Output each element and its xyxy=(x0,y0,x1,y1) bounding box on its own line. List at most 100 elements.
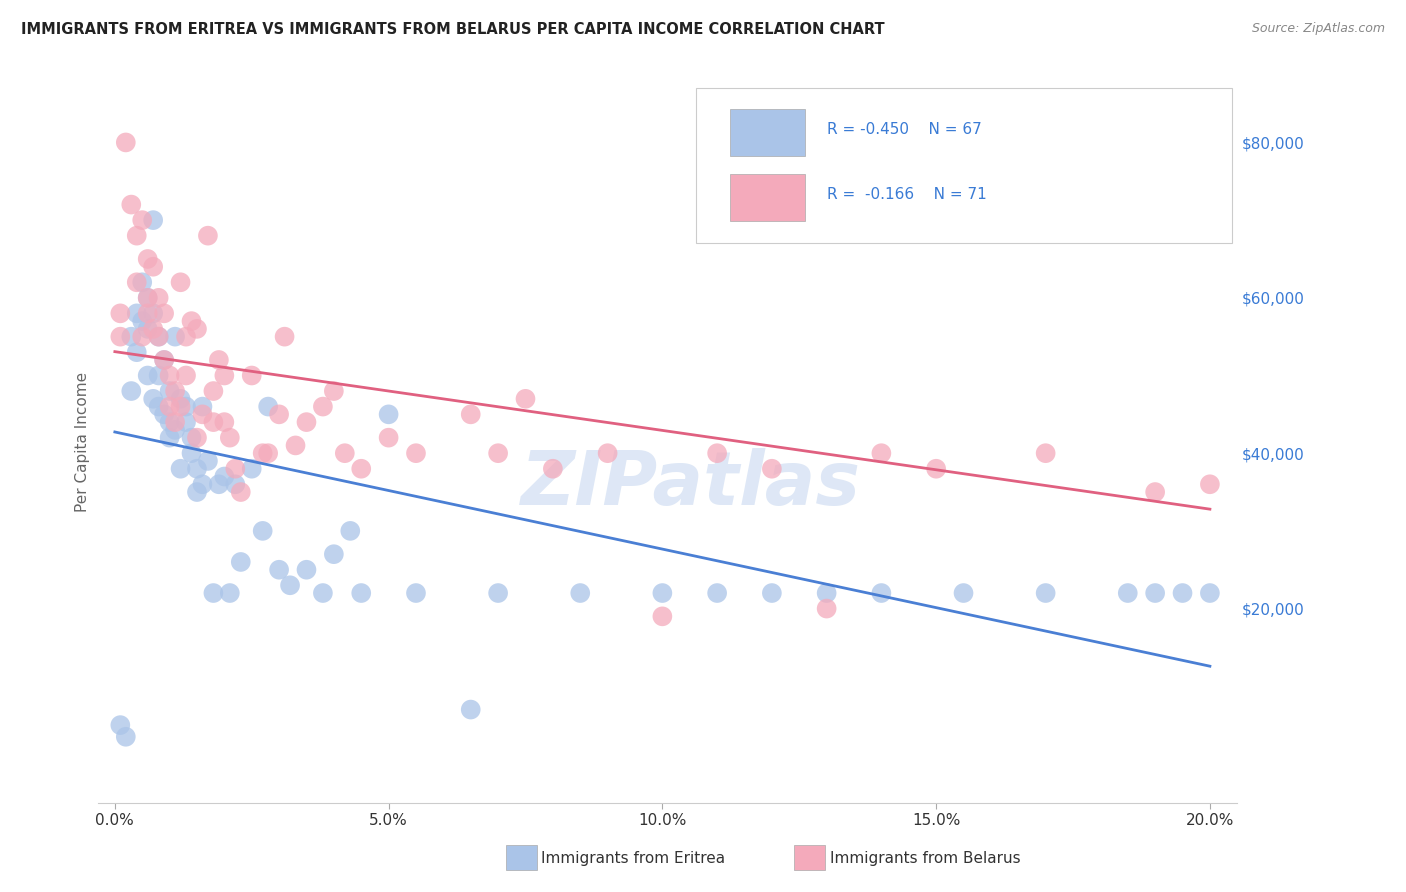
Point xyxy=(815,601,838,615)
Point xyxy=(180,314,202,328)
Point xyxy=(180,446,202,460)
Point xyxy=(460,702,482,716)
Point xyxy=(269,408,291,422)
Point xyxy=(377,431,399,445)
Point xyxy=(350,461,373,475)
Point xyxy=(202,586,225,600)
Point xyxy=(125,345,148,359)
Point xyxy=(197,228,219,243)
Point xyxy=(153,306,176,320)
Point xyxy=(229,555,252,569)
Point xyxy=(136,368,159,383)
Text: Immigrants from Eritrea: Immigrants from Eritrea xyxy=(541,851,725,865)
Point xyxy=(191,408,214,422)
Point xyxy=(131,314,153,328)
Point xyxy=(284,438,307,452)
Point xyxy=(148,368,170,383)
Text: Immigrants from Belarus: Immigrants from Belarus xyxy=(830,851,1021,865)
Point xyxy=(148,329,170,343)
Point xyxy=(651,586,673,600)
Point xyxy=(218,431,240,445)
Point xyxy=(136,322,159,336)
Point xyxy=(252,524,274,538)
Point xyxy=(169,392,191,406)
Point xyxy=(541,461,564,475)
Point xyxy=(153,408,176,422)
Text: R =  -0.166    N = 71: R = -0.166 N = 71 xyxy=(827,187,987,202)
Point xyxy=(273,329,295,343)
Point xyxy=(136,306,159,320)
Point xyxy=(114,136,136,150)
Point xyxy=(131,329,153,343)
Point xyxy=(159,384,181,398)
Point xyxy=(120,329,142,343)
Point xyxy=(460,408,482,422)
Point xyxy=(186,461,208,475)
Point xyxy=(159,368,181,383)
Point xyxy=(142,260,165,274)
Point xyxy=(180,431,202,445)
Point xyxy=(142,213,165,227)
Point xyxy=(174,415,197,429)
Point xyxy=(1308,492,1330,507)
Point xyxy=(136,291,159,305)
Point xyxy=(186,322,208,336)
Point xyxy=(815,586,838,600)
Point xyxy=(174,368,197,383)
Point xyxy=(142,322,165,336)
Point xyxy=(1253,477,1275,491)
Y-axis label: Per Capita Income: Per Capita Income xyxy=(75,371,90,512)
Point xyxy=(153,353,176,368)
Point xyxy=(706,446,728,460)
Point xyxy=(229,485,252,500)
Point xyxy=(224,477,246,491)
Point xyxy=(706,586,728,600)
Point xyxy=(952,586,974,600)
Point xyxy=(1171,586,1194,600)
FancyBboxPatch shape xyxy=(731,174,804,221)
FancyBboxPatch shape xyxy=(731,109,804,156)
Point xyxy=(110,329,132,343)
Point xyxy=(405,586,427,600)
Point xyxy=(186,485,208,500)
Point xyxy=(240,461,263,475)
Point xyxy=(165,329,187,343)
Point xyxy=(1144,586,1167,600)
Point xyxy=(174,400,197,414)
Point xyxy=(125,228,148,243)
Point xyxy=(165,415,187,429)
Point xyxy=(870,446,893,460)
Point xyxy=(142,306,165,320)
Point xyxy=(202,415,225,429)
FancyBboxPatch shape xyxy=(696,87,1232,243)
Point xyxy=(515,392,537,406)
Text: R = -0.450    N = 67: R = -0.450 N = 67 xyxy=(827,122,981,136)
Point xyxy=(136,291,159,305)
Point xyxy=(136,252,159,266)
Point xyxy=(339,524,361,538)
Point xyxy=(312,400,335,414)
Point xyxy=(240,368,263,383)
Point xyxy=(131,213,153,227)
Point xyxy=(191,477,214,491)
Point xyxy=(208,477,231,491)
Point xyxy=(1199,586,1222,600)
Point xyxy=(197,454,219,468)
Point xyxy=(174,329,197,343)
Point xyxy=(159,415,181,429)
Point xyxy=(165,384,187,398)
Point xyxy=(1116,586,1139,600)
Point xyxy=(110,306,132,320)
Point xyxy=(169,275,191,289)
Point xyxy=(569,586,592,600)
Point xyxy=(596,446,619,460)
Point xyxy=(1144,485,1167,500)
Point xyxy=(651,609,673,624)
Point xyxy=(169,400,191,414)
Point xyxy=(120,384,142,398)
Point xyxy=(169,461,191,475)
Point xyxy=(214,368,236,383)
Point xyxy=(125,275,148,289)
Point xyxy=(1199,477,1222,491)
Point xyxy=(1362,492,1385,507)
